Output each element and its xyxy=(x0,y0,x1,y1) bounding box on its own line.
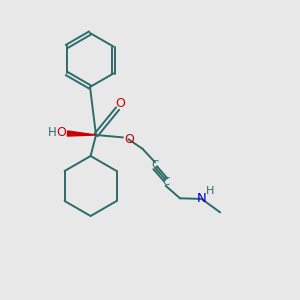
Text: O: O xyxy=(125,133,134,146)
Polygon shape xyxy=(68,131,96,136)
Text: H: H xyxy=(47,125,56,139)
Text: O: O xyxy=(57,126,66,139)
Text: H: H xyxy=(206,185,214,196)
Text: O: O xyxy=(115,97,125,110)
Text: C: C xyxy=(162,177,169,187)
Text: C: C xyxy=(152,160,159,170)
Text: N: N xyxy=(197,192,207,205)
